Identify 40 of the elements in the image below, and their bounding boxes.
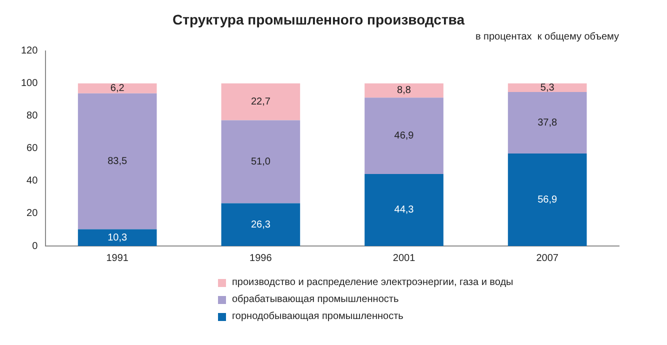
x-tick-label: 2007: [536, 252, 559, 264]
bar: [78, 229, 157, 246]
bar: [78, 93, 157, 230]
bar: [221, 203, 300, 246]
bar: [78, 83, 157, 94]
y-tick-label: 120: [20, 46, 38, 57]
bar: [364, 98, 444, 174]
bar: [508, 83, 587, 92]
y-tick-label: 0: [32, 240, 38, 252]
legend-label: производство и распределение электроэнергии, газа и воды: [232, 277, 514, 288]
data-label: 56,9: [538, 194, 558, 206]
data-label: 44,3: [394, 204, 414, 216]
data-label: 10,3: [108, 232, 128, 244]
x-tick-label: 2001: [392, 252, 416, 264]
bar: [364, 83, 444, 98]
y-tick-label: 40: [26, 176, 38, 187]
y-tick-label: 20: [26, 208, 38, 220]
bar: [364, 174, 444, 246]
data-label: 26,3: [250, 219, 271, 230]
bar: [221, 83, 300, 120]
chart-title: Структура промышленного производства: [172, 11, 465, 28]
y-tick-label: 80: [26, 110, 38, 122]
bar: [508, 153, 587, 246]
data-label: 5,3: [540, 82, 555, 94]
data-label: 8,8: [397, 85, 412, 96]
data-label: 83,5: [108, 156, 128, 168]
data-label: 51,0: [250, 156, 271, 168]
data-label: 6,2: [110, 83, 125, 94]
bar: [221, 120, 300, 204]
y-tick-label: 100: [20, 78, 38, 90]
legend-label: обрабатывающая промышленность: [232, 294, 399, 305]
data-label: 46,9: [394, 130, 414, 142]
legend-label: горнодобывающая промышленность: [232, 311, 404, 322]
data-label: 22,7: [250, 96, 271, 108]
data-label: 37,8: [538, 117, 558, 128]
x-tick-label: 1996: [250, 252, 272, 264]
x-tick-label: 1991: [106, 252, 129, 264]
bar: [508, 92, 587, 154]
chart-subtitle: в процентах к общему объему: [475, 32, 619, 43]
y-tick-label: 60: [26, 143, 38, 154]
